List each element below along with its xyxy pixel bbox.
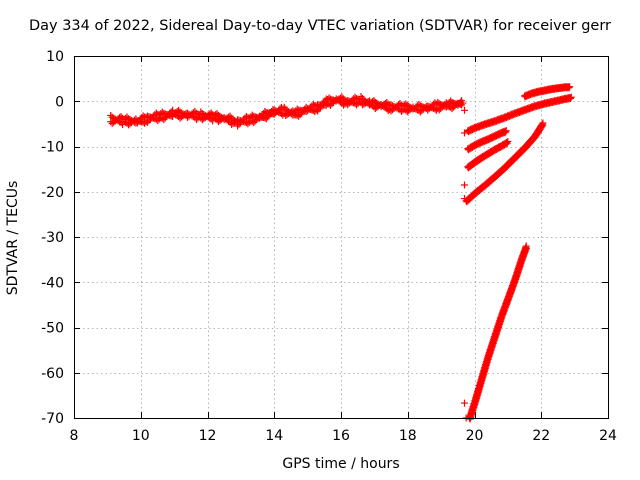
series-arc-4 <box>464 138 512 172</box>
data-point <box>460 181 468 189</box>
x-tick-label: 10 <box>132 428 150 444</box>
data-point <box>160 116 168 124</box>
x-tick-label: 16 <box>332 428 350 444</box>
x-tick-label: 22 <box>532 428 550 444</box>
y-tick-label: -40 <box>41 275 64 291</box>
data-point <box>393 104 401 112</box>
data-point <box>234 122 242 130</box>
data-point <box>412 105 420 113</box>
data-point <box>567 94 575 102</box>
axis-ticks: 8 10 12 14 16 18 20 22 24 10 0 -10 -20 -30 -40 -50 -60 -7… <box>41 49 617 444</box>
series-arc-6 <box>465 242 530 423</box>
y-tick-label: 0 <box>55 94 64 110</box>
chart-title: Day 334 of 2022, Sidereal Day-to-day VTE… <box>28 18 612 34</box>
data-point <box>353 101 361 109</box>
y-tick-label: -60 <box>41 366 64 382</box>
data-point <box>130 118 138 126</box>
data-point <box>502 127 510 135</box>
data-point <box>416 102 424 110</box>
y-tick-label: -70 <box>41 411 64 427</box>
series-arc-1 <box>521 83 574 101</box>
data-point <box>387 101 395 109</box>
data-point <box>143 118 151 126</box>
series-main-band <box>107 92 467 130</box>
data-point <box>538 120 546 128</box>
x-tick-label: 18 <box>399 428 417 444</box>
series-arc-3 <box>464 127 510 154</box>
data-point <box>565 84 573 92</box>
x-axis-label: GPS time / hours <box>282 456 400 472</box>
x-tick-label: 24 <box>599 428 617 444</box>
y-axis-label: SDTVAR / TECUs <box>5 180 21 296</box>
data-point <box>419 103 427 111</box>
data-point <box>293 105 301 113</box>
data-point <box>504 138 512 146</box>
y-tick-label: -20 <box>41 185 64 201</box>
y-tick-label: -50 <box>41 321 64 337</box>
data-point <box>567 93 575 101</box>
data-point <box>225 117 233 125</box>
x-tick-label: 14 <box>265 428 283 444</box>
data-point <box>460 399 468 407</box>
x-tick-label: 12 <box>199 428 217 444</box>
data-point <box>460 106 468 114</box>
y-tick-label: -10 <box>41 140 64 156</box>
y-tick-label: 10 <box>46 49 64 65</box>
data-point <box>539 119 547 127</box>
data-point <box>293 111 301 119</box>
plot-frame <box>74 56 609 419</box>
data-point <box>460 129 468 137</box>
data-point <box>502 128 510 136</box>
data-point <box>460 195 468 203</box>
y-tick-label: -30 <box>41 230 64 246</box>
data-point <box>244 120 252 128</box>
x-tick-label: 20 <box>466 428 484 444</box>
data-point <box>522 242 530 250</box>
data-point <box>566 83 574 91</box>
x-tick-label: 8 <box>70 428 79 444</box>
series-arc-5 <box>462 119 547 206</box>
plot-area <box>74 56 608 418</box>
data-points <box>107 83 575 423</box>
data-point <box>459 99 467 107</box>
